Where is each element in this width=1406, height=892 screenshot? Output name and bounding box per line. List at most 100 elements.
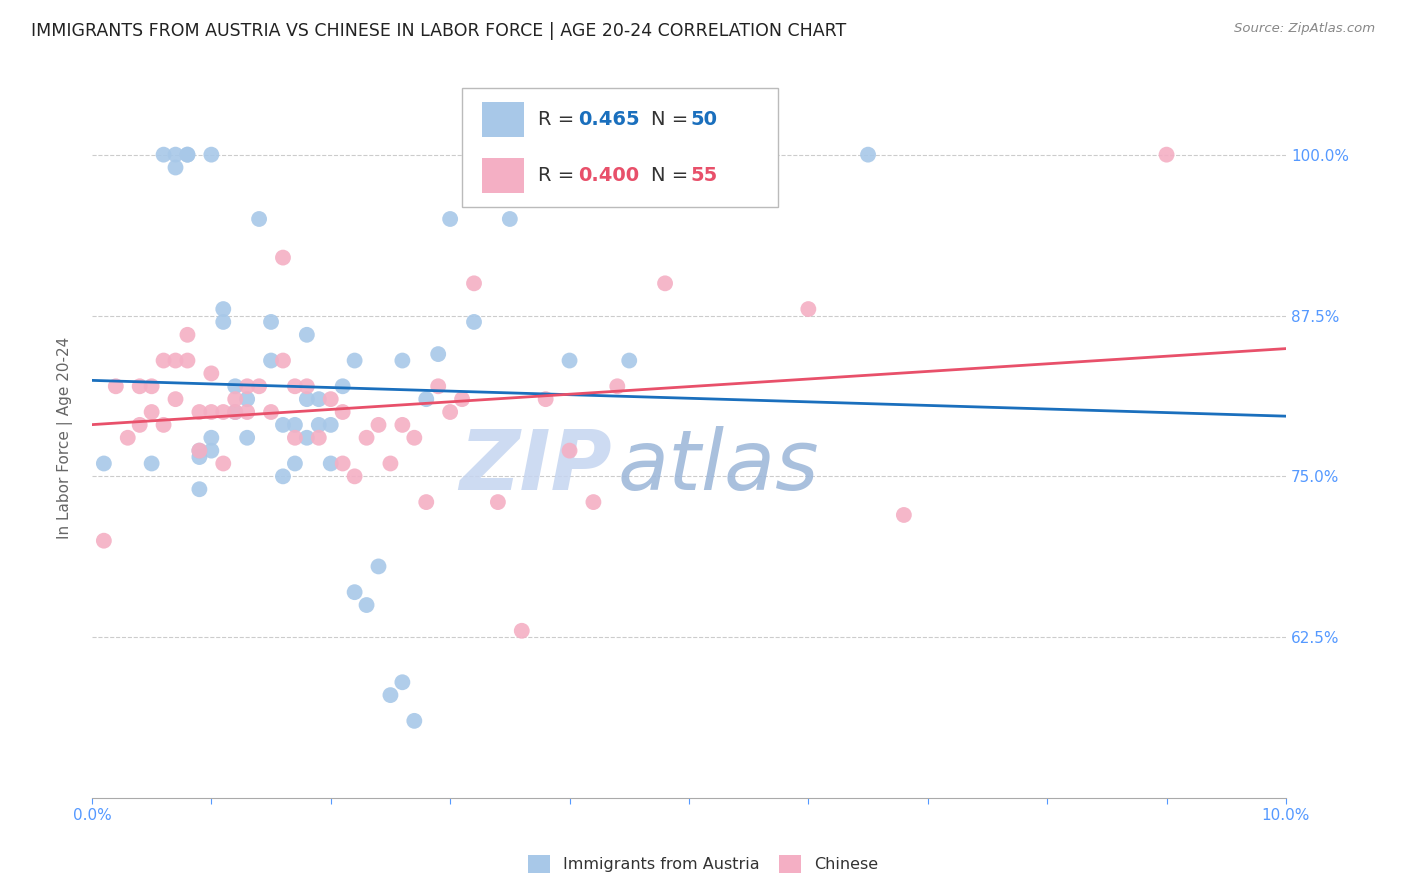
Point <box>128 417 150 432</box>
Point <box>295 327 318 342</box>
Point <box>271 251 294 265</box>
Point <box>165 353 187 368</box>
Point <box>308 392 330 406</box>
FancyBboxPatch shape <box>482 158 524 193</box>
Point <box>200 405 222 419</box>
Point <box>356 431 378 445</box>
Point <box>236 379 259 393</box>
Point <box>188 482 211 496</box>
Y-axis label: In Labor Force | Age 20-24: In Labor Force | Age 20-24 <box>58 336 73 539</box>
Point <box>117 431 139 445</box>
Point <box>93 533 115 548</box>
Text: IMMIGRANTS FROM AUSTRIA VS CHINESE IN LABOR FORCE | AGE 20-24 CORRELATION CHART: IMMIGRANTS FROM AUSTRIA VS CHINESE IN LA… <box>31 22 846 40</box>
Point <box>319 457 342 471</box>
Point <box>260 353 283 368</box>
Point <box>188 405 211 419</box>
Point <box>308 431 330 445</box>
Point <box>451 392 474 406</box>
Point <box>415 495 437 509</box>
Text: 50: 50 <box>690 111 717 129</box>
Point <box>295 379 318 393</box>
Point <box>224 392 246 406</box>
Point <box>200 147 222 161</box>
Point <box>188 450 211 464</box>
Point <box>332 405 354 419</box>
Point <box>188 443 211 458</box>
Point <box>128 379 150 393</box>
Point <box>260 405 283 419</box>
Text: 0.465: 0.465 <box>578 111 640 129</box>
Point <box>284 457 307 471</box>
Point <box>582 495 605 509</box>
Point <box>224 405 246 419</box>
Point <box>176 353 198 368</box>
Point <box>104 379 127 393</box>
Point <box>499 212 522 227</box>
Point <box>284 379 307 393</box>
Text: 0.400: 0.400 <box>578 166 638 186</box>
Point <box>391 417 413 432</box>
Point <box>427 347 450 361</box>
Point <box>797 301 820 316</box>
Point <box>260 315 283 329</box>
Point <box>271 417 294 432</box>
Point <box>295 431 318 445</box>
Point <box>319 417 342 432</box>
Point <box>93 457 115 471</box>
Point <box>343 353 366 368</box>
Point <box>141 457 163 471</box>
Point <box>391 353 413 368</box>
Point <box>176 147 198 161</box>
Point <box>212 457 235 471</box>
Point <box>284 417 307 432</box>
Point <box>856 147 879 161</box>
Point <box>295 392 318 406</box>
Point <box>152 353 174 368</box>
Point <box>439 405 461 419</box>
Point <box>308 417 330 432</box>
Point <box>606 379 628 393</box>
Point <box>224 405 246 419</box>
Point <box>893 508 915 522</box>
Point <box>212 405 235 419</box>
Point <box>534 392 557 406</box>
Point <box>247 379 270 393</box>
Point <box>188 443 211 458</box>
FancyBboxPatch shape <box>463 88 779 207</box>
Point <box>558 353 581 368</box>
Text: R =: R = <box>538 111 581 129</box>
Text: Source: ZipAtlas.com: Source: ZipAtlas.com <box>1234 22 1375 36</box>
Point <box>165 147 187 161</box>
Point <box>510 624 533 638</box>
Text: N =: N = <box>651 166 695 186</box>
Point <box>463 277 485 291</box>
Point <box>271 353 294 368</box>
Text: R =: R = <box>538 166 581 186</box>
Point <box>236 392 259 406</box>
Point <box>343 585 366 599</box>
Point <box>439 212 461 227</box>
Point <box>152 147 174 161</box>
Point <box>319 392 342 406</box>
Point <box>367 559 389 574</box>
Point <box>236 405 259 419</box>
Point <box>486 495 509 509</box>
Point <box>404 431 426 445</box>
Point <box>404 714 426 728</box>
Text: ZIP: ZIP <box>458 426 612 507</box>
Point <box>212 301 235 316</box>
Point <box>141 405 163 419</box>
Point <box>654 277 676 291</box>
Point <box>200 443 222 458</box>
Point <box>271 469 294 483</box>
Point <box>380 457 402 471</box>
Point <box>165 392 187 406</box>
Point <box>332 457 354 471</box>
Point <box>176 147 198 161</box>
Point <box>176 327 198 342</box>
Point <box>165 161 187 175</box>
Point <box>619 353 641 368</box>
Point <box>356 598 378 612</box>
Point <box>247 212 270 227</box>
Point <box>212 315 235 329</box>
